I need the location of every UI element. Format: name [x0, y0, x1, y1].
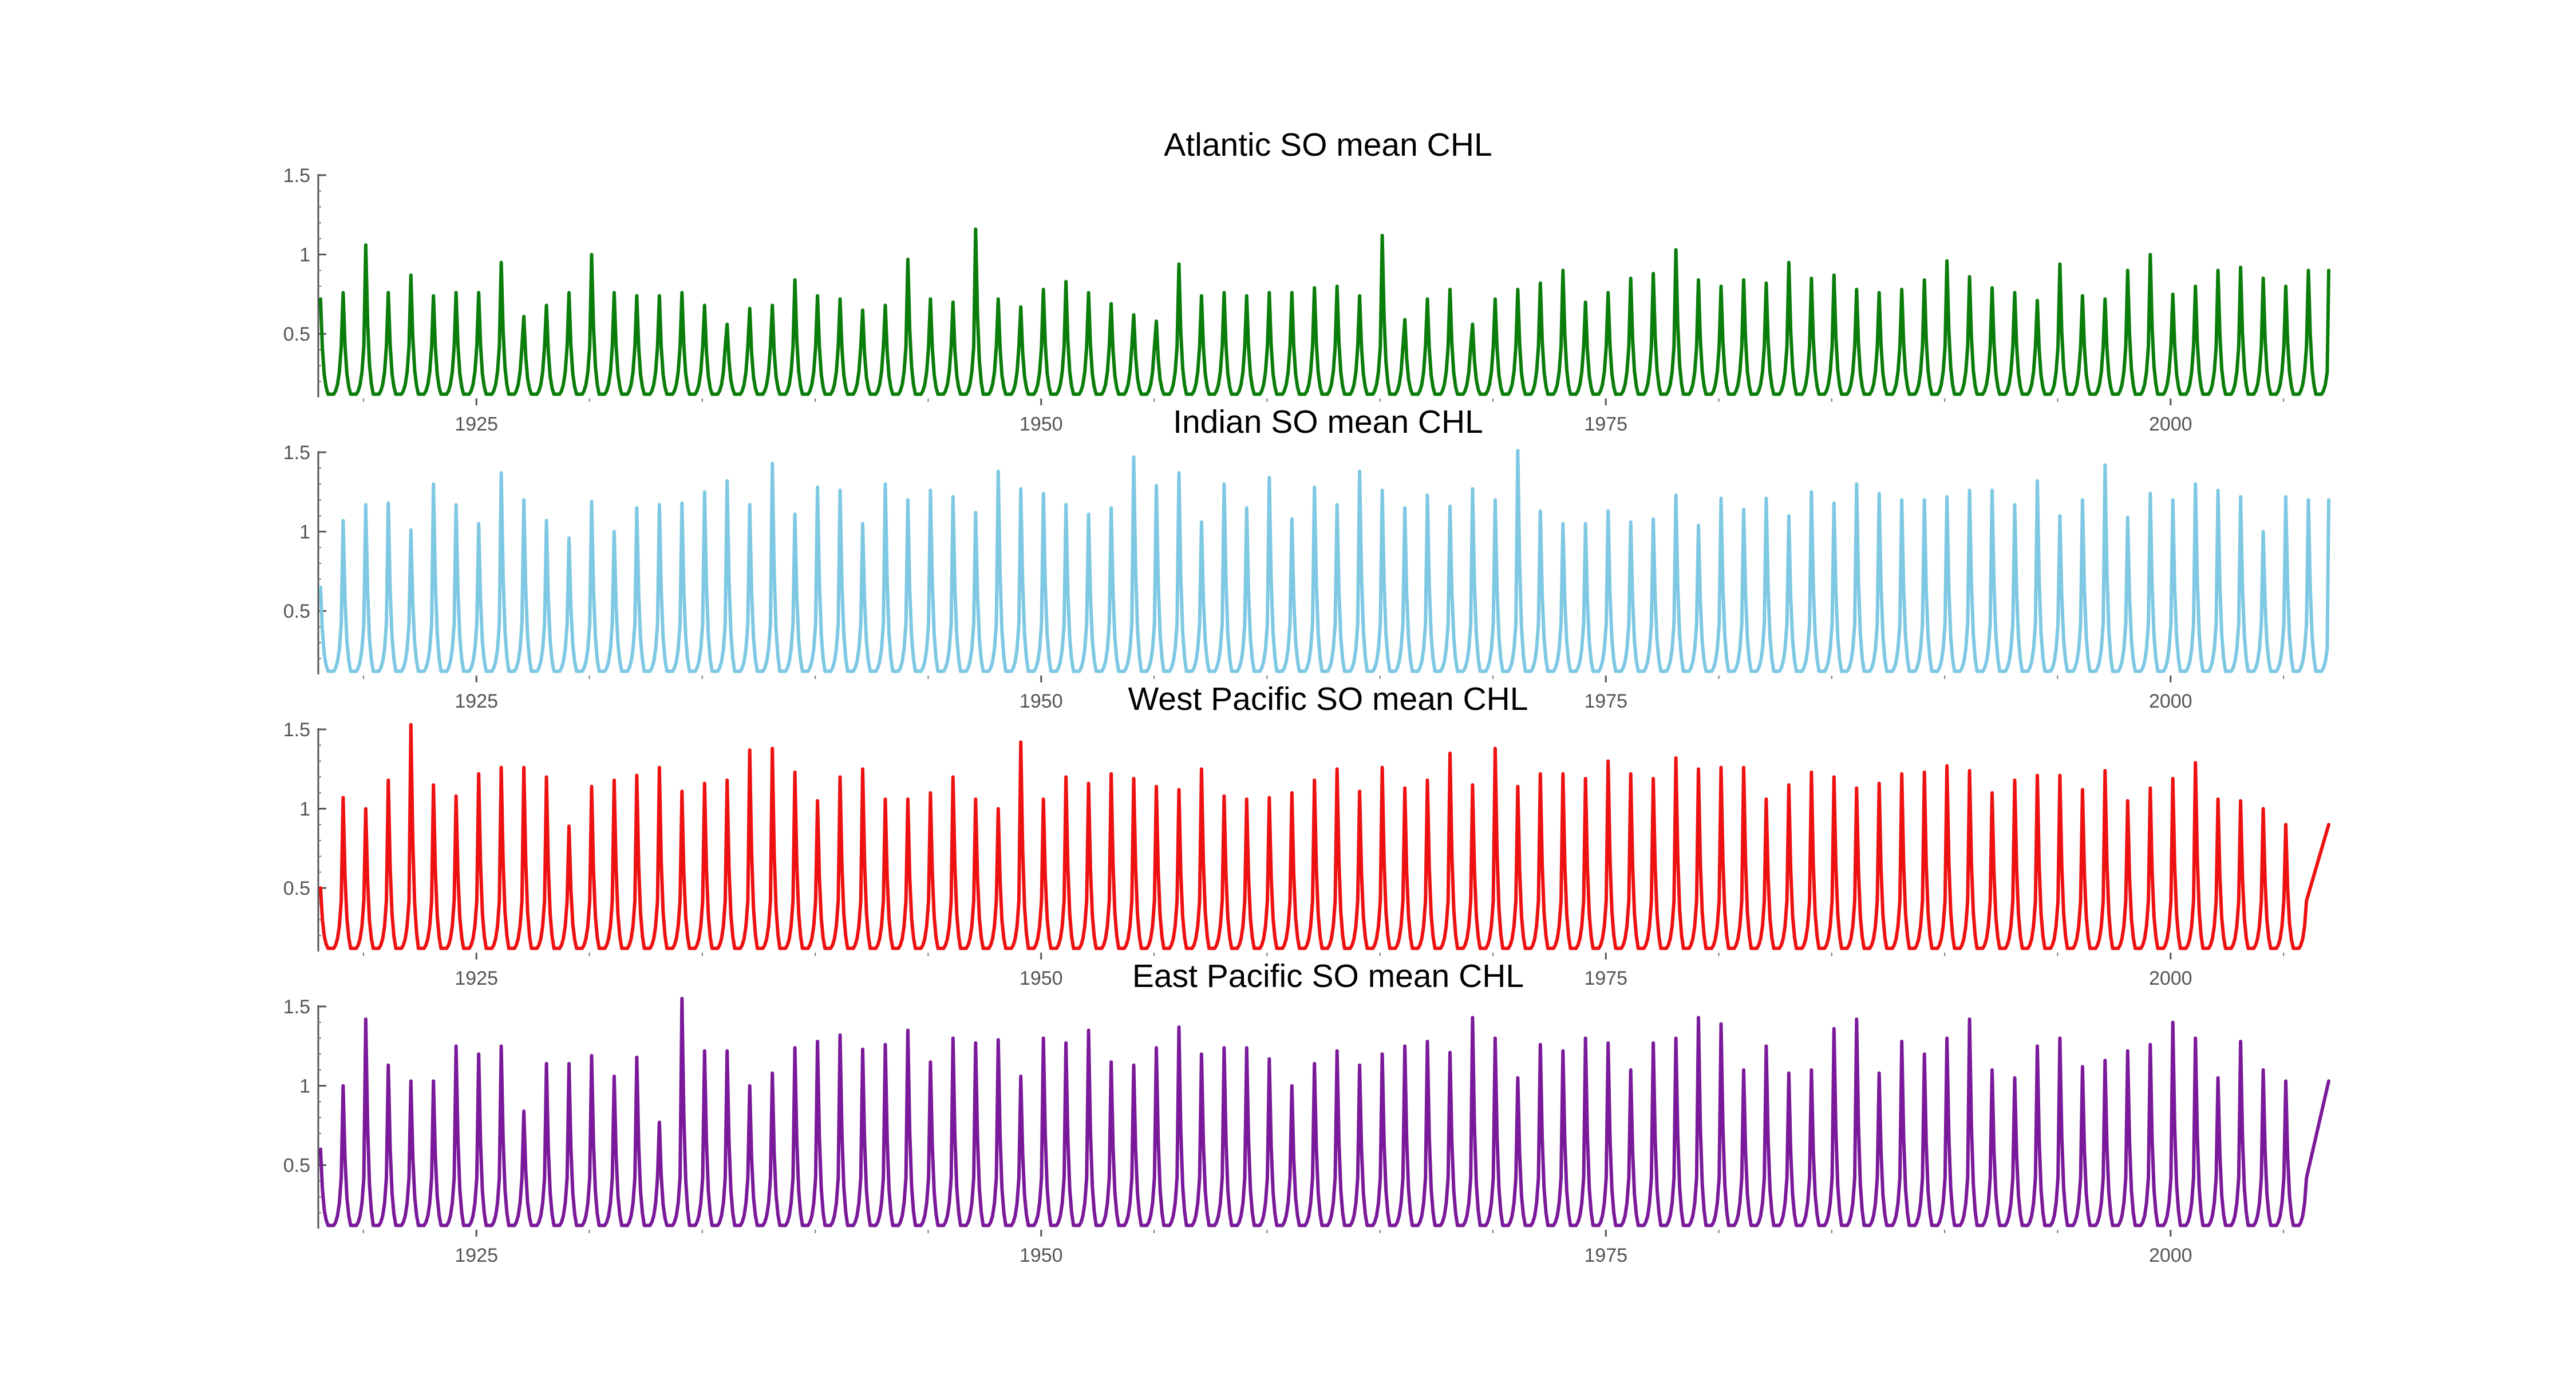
x-tick-label: 1975 — [1584, 968, 1627, 989]
x-tick-label: 1950 — [1020, 1245, 1063, 1266]
x-tick-label: 2000 — [2149, 1245, 2192, 1266]
panel-title: Indian SO mean CHL — [1173, 404, 1483, 440]
west-pacific-panel: West Pacific SO mean CHL 0.5 1 1.5 1925 1950… — [283, 681, 2330, 989]
x-tick-label: 1925 — [455, 413, 498, 435]
y-tick-label: 1 — [299, 522, 310, 543]
y-tick-label: 1.5 — [283, 442, 310, 464]
panel-title: Atlantic SO mean CHL — [1164, 127, 1492, 163]
east-pacific-panel: East Pacific SO mean CHL 0.5 1 1.5 1925 1950… — [283, 958, 2330, 1266]
x-tick-label: 1950 — [1020, 413, 1063, 435]
y-tick-label: 1.5 — [283, 996, 310, 1018]
y-tick-label: 0.5 — [283, 323, 310, 345]
x-tick-label: 1925 — [455, 690, 498, 712]
atlantic-panel: Atlantic SO mean CHL 0.5 1 1.5 1925 1950 1975… — [283, 127, 2330, 435]
y-tick-label: 1.5 — [283, 165, 310, 187]
y-tick-label: 1.5 — [283, 719, 310, 741]
series-line — [318, 997, 2330, 1227]
indian-panel: Indian SO mean CHL 0.5 1 1.5 1925 1950 1975 20… — [283, 404, 2330, 712]
x-tick-label: 1975 — [1584, 413, 1627, 435]
y-tick-label: 0.5 — [283, 601, 310, 622]
x-tick-label: 1950 — [1020, 690, 1063, 712]
x-tick-label: 2000 — [2149, 690, 2192, 712]
x-tick-label: 1975 — [1584, 1245, 1627, 1266]
x-tick-label: 1925 — [455, 968, 498, 989]
y-tick-label: 0.5 — [283, 878, 310, 899]
x-tick-label: 1950 — [1020, 968, 1063, 989]
x-tick-label: 2000 — [2149, 968, 2192, 989]
x-tick-label: 1925 — [455, 1245, 498, 1266]
y-tick-label: 1 — [299, 244, 310, 266]
y-tick-label: 1 — [299, 799, 310, 820]
series-line — [318, 449, 2330, 673]
x-tick-label: 2000 — [2149, 413, 2192, 435]
panel-title: West Pacific SO mean CHL — [1128, 681, 1528, 717]
panel-title: East Pacific SO mean CHL — [1132, 958, 1524, 994]
y-tick-label: 0.5 — [283, 1155, 310, 1176]
x-tick-label: 1975 — [1584, 690, 1627, 712]
y-tick-label: 1 — [299, 1076, 310, 1097]
series-line — [318, 722, 2330, 950]
series-line — [318, 227, 2330, 396]
